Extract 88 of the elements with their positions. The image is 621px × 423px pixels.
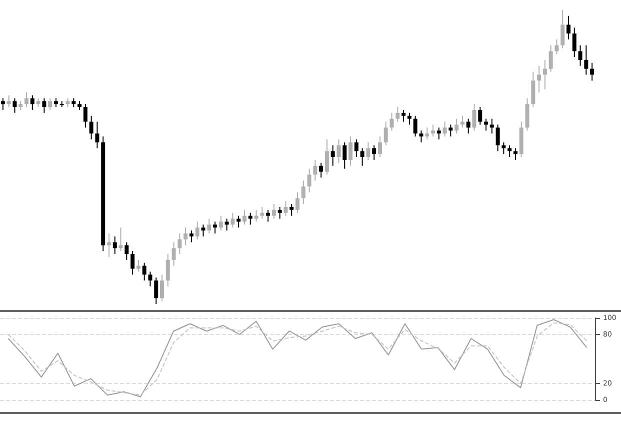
candlestick — [490, 118, 494, 134]
candlestick — [436, 127, 441, 140]
candlestick — [166, 254, 170, 287]
candlestick — [30, 94, 34, 110]
candlestick — [454, 118, 459, 134]
candlestick — [319, 162, 324, 178]
candlestick — [12, 98, 17, 114]
candlestick — [513, 148, 518, 160]
candlestick — [460, 115, 464, 128]
candlestick — [478, 106, 482, 126]
candlestick — [213, 221, 218, 234]
candlestick — [284, 200, 288, 216]
candlestick — [419, 130, 424, 143]
candlestick — [525, 98, 530, 132]
candlestick — [236, 215, 241, 228]
candlestick — [425, 127, 430, 140]
candlestick — [184, 227, 188, 246]
candlestick — [207, 218, 212, 234]
candlestick — [130, 250, 135, 276]
candlestick — [307, 168, 312, 193]
candlestick — [560, 10, 565, 49]
candlestick — [160, 274, 164, 302]
candlestick — [296, 192, 300, 214]
candlestick — [89, 115, 94, 140]
candlestick — [472, 104, 476, 132]
candlestick — [301, 180, 306, 205]
candlestick — [189, 230, 194, 243]
candlestick — [195, 221, 200, 240]
candlestick — [572, 27, 576, 58]
candlestick — [372, 144, 376, 160]
candlestick — [590, 62, 594, 82]
candlestick — [336, 138, 341, 164]
candlestick — [566, 15, 570, 40]
candlestick — [354, 138, 358, 158]
candlestick — [508, 144, 512, 158]
candlestick — [496, 124, 500, 152]
candlestick — [554, 38, 559, 55]
candlestick — [0, 98, 5, 110]
candlestick — [342, 142, 347, 170]
candlestick — [502, 142, 506, 155]
candlestick — [148, 271, 152, 287]
candlestick — [548, 44, 553, 72]
candlestick — [390, 112, 394, 132]
candlestick — [272, 204, 276, 220]
candlestick — [266, 209, 270, 222]
candlestick — [407, 112, 412, 126]
candlestick — [313, 159, 318, 182]
candlestick — [330, 144, 335, 166]
candlestick — [95, 121, 100, 149]
candlestick — [360, 148, 364, 166]
candlestick — [48, 98, 52, 110]
candlestick — [442, 121, 447, 137]
candlestick — [201, 224, 206, 237]
candlestick — [154, 277, 158, 304]
candlestick — [366, 142, 370, 160]
candlestick — [242, 209, 246, 226]
candlestick — [413, 115, 418, 137]
candlestick — [290, 204, 294, 216]
candlestick — [466, 118, 470, 134]
candlestick — [24, 92, 29, 108]
candlestick — [112, 236, 117, 255]
candlestick — [142, 262, 146, 281]
candlestick — [384, 121, 388, 146]
candlestick — [178, 232, 182, 255]
candlestick — [578, 44, 582, 66]
candlestick — [396, 106, 400, 122]
candlestick — [537, 65, 542, 93]
candlestick — [430, 124, 435, 137]
candlestick — [531, 71, 536, 108]
candlestick — [6, 94, 11, 108]
candlestick — [224, 218, 229, 231]
candlestick — [324, 138, 329, 176]
candlestick — [260, 206, 264, 220]
candlestick — [584, 44, 588, 76]
candlestick — [124, 242, 129, 260]
candlestick — [230, 212, 235, 228]
candlestick — [83, 104, 88, 128]
candlestick — [378, 136, 382, 158]
candlestick — [172, 242, 176, 266]
candlestick — [484, 118, 488, 132]
candlestick — [402, 109, 406, 122]
candlestick — [42, 98, 46, 114]
candlestick — [218, 215, 223, 231]
candlestick — [448, 124, 453, 137]
candlestick — [118, 227, 123, 252]
candlestick — [278, 206, 282, 220]
candlestick — [348, 136, 353, 166]
candlestick — [542, 59, 547, 90]
